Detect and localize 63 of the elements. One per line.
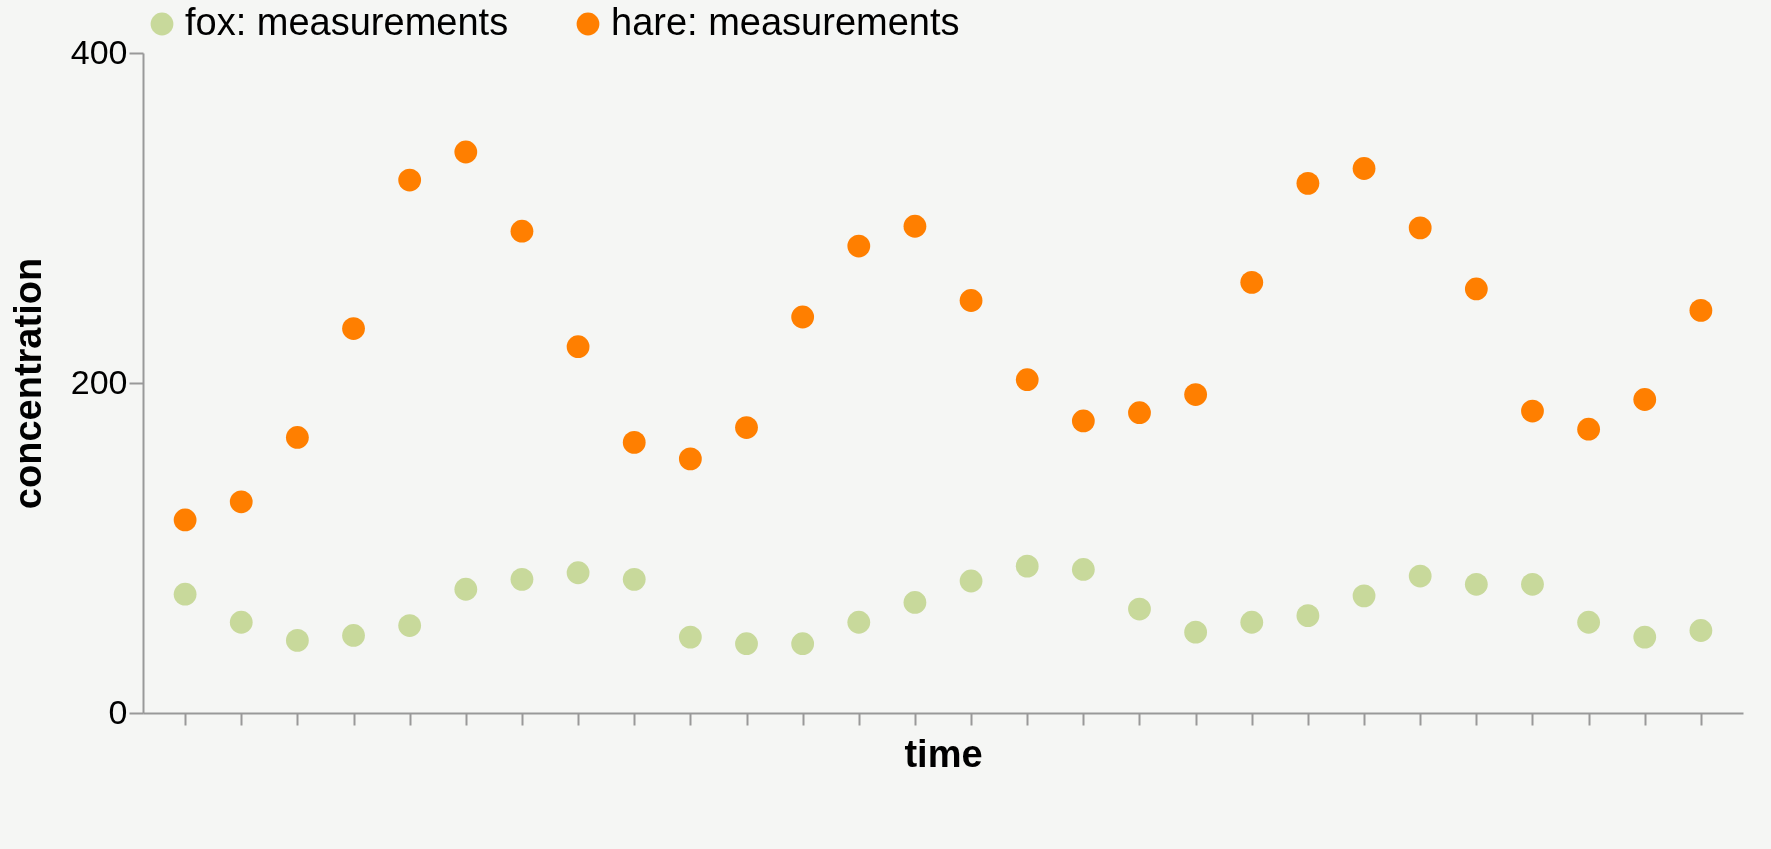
point	[510, 567, 534, 591]
point	[1689, 299, 1713, 322]
point	[1577, 417, 1601, 441]
point	[510, 219, 534, 243]
point	[1296, 604, 1320, 628]
point	[1184, 383, 1208, 406]
point	[1240, 610, 1264, 634]
point	[566, 561, 590, 585]
point	[1633, 388, 1657, 411]
point	[398, 614, 422, 637]
point	[959, 569, 983, 593]
y-tick-label: 400	[70, 32, 128, 71]
point	[1015, 554, 1039, 578]
point	[847, 234, 871, 258]
point	[1577, 610, 1601, 634]
point	[1352, 157, 1376, 180]
point	[454, 577, 478, 601]
point	[342, 317, 365, 340]
point	[1689, 619, 1713, 642]
point	[398, 168, 422, 192]
point	[1408, 216, 1432, 240]
y-tick-label: 200	[70, 362, 128, 401]
point	[454, 140, 478, 164]
point	[1240, 270, 1264, 294]
point	[285, 629, 309, 652]
point	[903, 591, 927, 614]
point	[229, 490, 253, 514]
point	[678, 447, 702, 471]
point	[1521, 572, 1544, 596]
point	[735, 632, 758, 656]
point	[1015, 368, 1039, 392]
point	[847, 610, 871, 634]
point	[1521, 399, 1544, 423]
point	[903, 214, 927, 238]
point	[1464, 572, 1488, 596]
point	[1296, 171, 1320, 195]
point	[959, 289, 983, 312]
point	[1408, 564, 1432, 588]
y-tick-label: 0	[108, 692, 128, 731]
point	[1352, 584, 1376, 608]
point	[1184, 620, 1208, 644]
point	[791, 305, 815, 329]
point	[173, 582, 197, 606]
x-axis-title: time	[904, 732, 983, 775]
point	[622, 567, 646, 591]
legend-label: hare: measurements	[611, 1, 960, 43]
point	[791, 632, 815, 656]
point	[285, 426, 309, 449]
point	[1071, 558, 1095, 581]
point	[1464, 277, 1488, 301]
point	[1071, 409, 1095, 433]
point	[173, 508, 197, 532]
point	[622, 431, 646, 454]
point	[678, 625, 702, 649]
y-axis-title: concentration	[6, 257, 49, 510]
legend-label: fox: measurements	[185, 1, 509, 43]
point	[1633, 625, 1657, 649]
point	[1128, 597, 1151, 621]
point	[735, 416, 758, 439]
point	[566, 335, 590, 359]
point	[1128, 401, 1151, 425]
point	[229, 610, 253, 634]
point	[342, 624, 365, 647]
